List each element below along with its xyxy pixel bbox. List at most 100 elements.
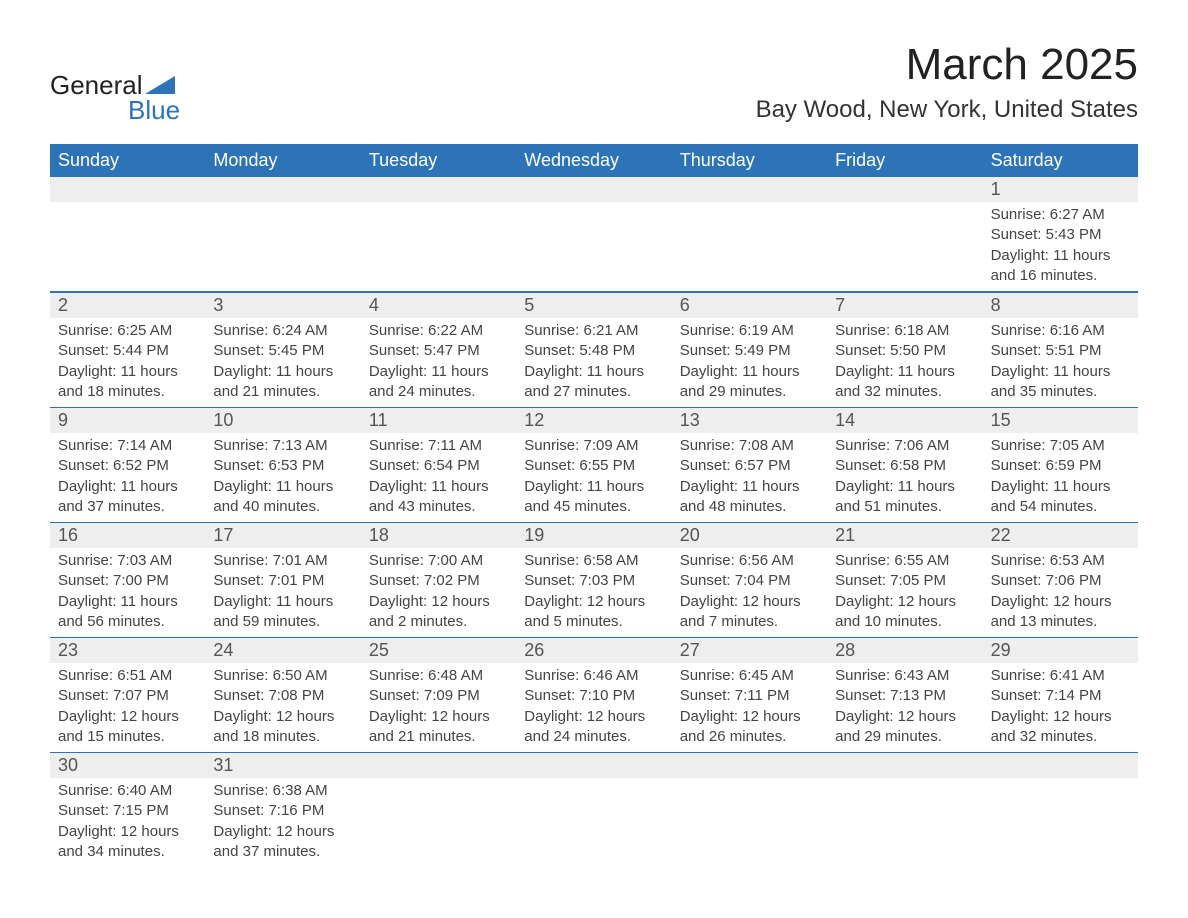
day-number: 8 bbox=[983, 293, 1138, 318]
daylight-text: Daylight: 12 hours and 15 minutes. bbox=[58, 707, 197, 748]
sunset-text: Sunset: 6:59 PM bbox=[991, 456, 1130, 476]
day-cell: Sunrise: 7:08 AMSunset: 6:57 PMDaylight:… bbox=[672, 433, 827, 522]
sunrise-text: Sunrise: 6:53 AM bbox=[991, 551, 1130, 571]
daylight-text: Daylight: 11 hours and 29 minutes. bbox=[680, 362, 819, 403]
sunrise-text: Sunrise: 6:48 AM bbox=[369, 666, 508, 686]
week-row: 2345678Sunrise: 6:25 AMSunset: 5:44 PMDa… bbox=[50, 293, 1138, 408]
daylight-text: Daylight: 11 hours and 48 minutes. bbox=[680, 477, 819, 518]
day-cell: Sunrise: 7:01 AMSunset: 7:01 PMDaylight:… bbox=[205, 548, 360, 637]
day-cell: Sunrise: 6:46 AMSunset: 7:10 PMDaylight:… bbox=[516, 663, 671, 752]
day-cell bbox=[672, 778, 827, 867]
day-cell bbox=[516, 778, 671, 867]
day-number bbox=[361, 177, 516, 202]
sunrise-text: Sunrise: 7:05 AM bbox=[991, 436, 1130, 456]
sunset-text: Sunset: 7:08 PM bbox=[213, 686, 352, 706]
day-number: 24 bbox=[205, 638, 360, 663]
day-cell bbox=[827, 778, 982, 867]
logo-text-blue: Blue bbox=[128, 95, 180, 126]
sunrise-text: Sunrise: 6:43 AM bbox=[835, 666, 974, 686]
sunset-text: Sunset: 7:07 PM bbox=[58, 686, 197, 706]
sunrise-text: Sunrise: 6:22 AM bbox=[369, 321, 508, 341]
daylight-text: Daylight: 12 hours and 32 minutes. bbox=[991, 707, 1130, 748]
day-number: 9 bbox=[50, 408, 205, 433]
day-number: 20 bbox=[672, 523, 827, 548]
daylight-text: Daylight: 12 hours and 26 minutes. bbox=[680, 707, 819, 748]
daylight-text: Daylight: 11 hours and 59 minutes. bbox=[213, 592, 352, 633]
sunrise-text: Sunrise: 6:19 AM bbox=[680, 321, 819, 341]
sunset-text: Sunset: 6:55 PM bbox=[524, 456, 663, 476]
day-number: 31 bbox=[205, 753, 360, 778]
daylight-text: Daylight: 11 hours and 56 minutes. bbox=[58, 592, 197, 633]
daylight-text: Daylight: 12 hours and 24 minutes. bbox=[524, 707, 663, 748]
day-number: 15 bbox=[983, 408, 1138, 433]
week-row: 1Sunrise: 6:27 AMSunset: 5:43 PMDaylight… bbox=[50, 177, 1138, 293]
day-number: 17 bbox=[205, 523, 360, 548]
sunset-text: Sunset: 6:58 PM bbox=[835, 456, 974, 476]
day-of-week-header: SundayMondayTuesdayWednesdayThursdayFrid… bbox=[50, 144, 1138, 177]
day-number: 14 bbox=[827, 408, 982, 433]
sunset-text: Sunset: 6:57 PM bbox=[680, 456, 819, 476]
sunset-text: Sunset: 7:09 PM bbox=[369, 686, 508, 706]
day-cell: Sunrise: 6:51 AMSunset: 7:07 PMDaylight:… bbox=[50, 663, 205, 752]
day-cell: Sunrise: 6:58 AMSunset: 7:03 PMDaylight:… bbox=[516, 548, 671, 637]
day-number: 4 bbox=[361, 293, 516, 318]
day-number: 16 bbox=[50, 523, 205, 548]
calendar-body: 1Sunrise: 6:27 AMSunset: 5:43 PMDaylight… bbox=[50, 177, 1138, 867]
sunrise-text: Sunrise: 6:46 AM bbox=[524, 666, 663, 686]
sunrise-text: Sunrise: 7:11 AM bbox=[369, 436, 508, 456]
dow-sunday: Sunday bbox=[50, 144, 205, 177]
sunrise-text: Sunrise: 6:25 AM bbox=[58, 321, 197, 341]
sunrise-text: Sunrise: 7:03 AM bbox=[58, 551, 197, 571]
sunrise-text: Sunrise: 6:50 AM bbox=[213, 666, 352, 686]
day-number: 5 bbox=[516, 293, 671, 318]
day-number: 19 bbox=[516, 523, 671, 548]
daylight-text: Daylight: 11 hours and 45 minutes. bbox=[524, 477, 663, 518]
dow-friday: Friday bbox=[827, 144, 982, 177]
day-cell: Sunrise: 7:14 AMSunset: 6:52 PMDaylight:… bbox=[50, 433, 205, 522]
day-number: 12 bbox=[516, 408, 671, 433]
calendar: SundayMondayTuesdayWednesdayThursdayFrid… bbox=[50, 144, 1138, 867]
day-cell: Sunrise: 7:13 AMSunset: 6:53 PMDaylight:… bbox=[205, 433, 360, 522]
day-number bbox=[205, 177, 360, 202]
sunrise-text: Sunrise: 6:58 AM bbox=[524, 551, 663, 571]
sunset-text: Sunset: 7:01 PM bbox=[213, 571, 352, 591]
daylight-text: Daylight: 11 hours and 21 minutes. bbox=[213, 362, 352, 403]
day-number bbox=[672, 177, 827, 202]
daynum-strip: 23242526272829 bbox=[50, 638, 1138, 663]
day-number: 23 bbox=[50, 638, 205, 663]
sunset-text: Sunset: 5:44 PM bbox=[58, 341, 197, 361]
sunrise-text: Sunrise: 7:14 AM bbox=[58, 436, 197, 456]
sunset-text: Sunset: 7:05 PM bbox=[835, 571, 974, 591]
day-cell: Sunrise: 6:48 AMSunset: 7:09 PMDaylight:… bbox=[361, 663, 516, 752]
dow-saturday: Saturday bbox=[983, 144, 1138, 177]
daylight-text: Daylight: 11 hours and 18 minutes. bbox=[58, 362, 197, 403]
sunset-text: Sunset: 5:47 PM bbox=[369, 341, 508, 361]
sunset-text: Sunset: 7:11 PM bbox=[680, 686, 819, 706]
day-number bbox=[827, 753, 982, 778]
day-cell: Sunrise: 6:27 AMSunset: 5:43 PMDaylight:… bbox=[983, 202, 1138, 291]
day-number: 21 bbox=[827, 523, 982, 548]
sunrise-text: Sunrise: 7:09 AM bbox=[524, 436, 663, 456]
day-cell: Sunrise: 6:56 AMSunset: 7:04 PMDaylight:… bbox=[672, 548, 827, 637]
sunrise-text: Sunrise: 6:41 AM bbox=[991, 666, 1130, 686]
sunset-text: Sunset: 7:10 PM bbox=[524, 686, 663, 706]
sunrise-text: Sunrise: 7:06 AM bbox=[835, 436, 974, 456]
daylight-text: Daylight: 12 hours and 37 minutes. bbox=[213, 822, 352, 863]
daylight-text: Daylight: 11 hours and 32 minutes. bbox=[835, 362, 974, 403]
daylight-text: Daylight: 11 hours and 24 minutes. bbox=[369, 362, 508, 403]
daylight-text: Daylight: 11 hours and 40 minutes. bbox=[213, 477, 352, 518]
daynum-strip: 1 bbox=[50, 177, 1138, 202]
sunrise-text: Sunrise: 6:21 AM bbox=[524, 321, 663, 341]
sunrise-text: Sunrise: 6:38 AM bbox=[213, 781, 352, 801]
title-block: March 2025 Bay Wood, New York, United St… bbox=[756, 40, 1138, 124]
day-number: 13 bbox=[672, 408, 827, 433]
sunset-text: Sunset: 7:03 PM bbox=[524, 571, 663, 591]
day-cell: Sunrise: 6:53 AMSunset: 7:06 PMDaylight:… bbox=[983, 548, 1138, 637]
daylight-text: Daylight: 12 hours and 5 minutes. bbox=[524, 592, 663, 633]
sunset-text: Sunset: 5:45 PM bbox=[213, 341, 352, 361]
logo: General Blue bbox=[50, 70, 180, 126]
daylight-text: Daylight: 12 hours and 34 minutes. bbox=[58, 822, 197, 863]
daylight-text: Daylight: 11 hours and 51 minutes. bbox=[835, 477, 974, 518]
day-number: 26 bbox=[516, 638, 671, 663]
day-cell: Sunrise: 7:05 AMSunset: 6:59 PMDaylight:… bbox=[983, 433, 1138, 522]
